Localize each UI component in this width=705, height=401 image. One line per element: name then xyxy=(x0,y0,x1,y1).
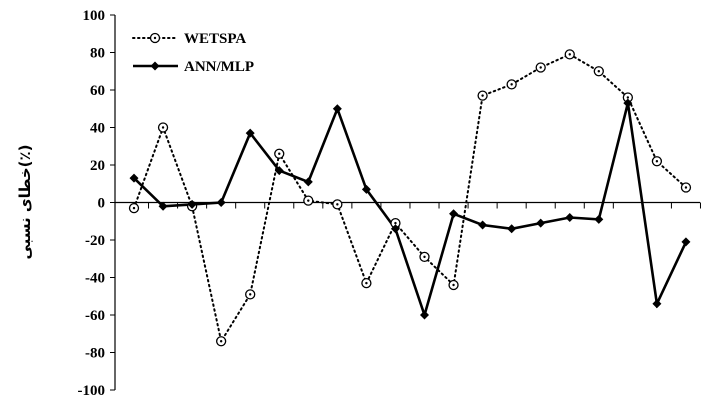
data-point-circle xyxy=(215,336,227,347)
data-point-circle xyxy=(535,62,546,73)
data-point-diamond xyxy=(332,104,342,114)
data-point-circle xyxy=(448,279,459,291)
data-point-diamond xyxy=(390,224,400,234)
marker-dot xyxy=(684,186,688,189)
marker-dot xyxy=(394,221,397,225)
marker-dot xyxy=(132,206,136,210)
marker-dot xyxy=(336,203,339,206)
data-point-diamond xyxy=(536,218,546,228)
data-point-diamond xyxy=(565,213,575,222)
data-point-circle xyxy=(593,66,604,77)
data-point-circle xyxy=(157,122,169,133)
marker-dot xyxy=(452,283,455,287)
y-tick-label: -40 xyxy=(85,271,105,287)
legend: WETSPA ANN/MLP xyxy=(132,31,254,75)
data-point-diamond xyxy=(216,198,226,207)
marker-dot xyxy=(423,255,426,259)
y-tick-label: 20 xyxy=(90,158,105,174)
data-point-diamond xyxy=(420,310,429,320)
data-point-circle xyxy=(274,148,285,159)
series-line-1 xyxy=(133,53,687,344)
data-point-circle xyxy=(332,199,343,210)
data-point-circle xyxy=(128,202,140,214)
legend-label-1: WETSPA xyxy=(184,31,246,47)
data-point-circle xyxy=(506,79,517,90)
y-tick-label: -80 xyxy=(85,346,105,362)
data-point-circle xyxy=(149,32,161,44)
data-point-diamond xyxy=(245,128,255,138)
data-point-diamond xyxy=(594,214,604,224)
data-point-circle xyxy=(477,90,488,101)
data-point-diamond xyxy=(361,184,371,194)
data-point-diamond xyxy=(652,299,662,309)
series-markers xyxy=(128,49,692,347)
data-point-circle xyxy=(245,289,256,300)
y-tick-label: 0 xyxy=(98,196,106,212)
marker-dot xyxy=(510,83,513,86)
data-point-circle xyxy=(361,277,372,289)
data-point-diamond xyxy=(449,209,459,219)
data-point-circle xyxy=(651,156,663,167)
data-point-diamond xyxy=(150,61,160,71)
marker-dot xyxy=(161,126,165,129)
marker-dot xyxy=(626,96,630,99)
marker-dot xyxy=(365,281,368,285)
marker-dot xyxy=(153,36,157,40)
marker-dot xyxy=(597,70,600,73)
data-point-diamond xyxy=(623,98,633,108)
series-lines xyxy=(133,53,688,344)
marker-dot xyxy=(249,293,252,296)
y-tick-label: 40 xyxy=(90,121,105,137)
series-line-2 xyxy=(133,102,688,320)
data-point-diamond xyxy=(129,173,139,183)
data-point-circle xyxy=(419,251,430,263)
y-tick-labels: 100 80 60 40 20 0 -20 -40 -60 -80 -100 xyxy=(78,8,106,399)
data-point-diamond xyxy=(507,224,517,234)
y-tick-label: -60 xyxy=(85,308,105,324)
data-point-circle xyxy=(303,195,314,206)
data-point-circle xyxy=(680,182,692,193)
marker-dot xyxy=(655,160,659,163)
y-tick-label: 100 xyxy=(83,8,106,24)
data-point-diamond xyxy=(478,220,488,230)
data-point-diamond xyxy=(274,166,284,176)
y-tick-label: 80 xyxy=(90,46,105,62)
marker-dot xyxy=(539,66,542,69)
marker-dot xyxy=(278,152,281,155)
legend-label-2: ANN/MLP xyxy=(184,59,254,75)
data-point-diamond xyxy=(187,199,197,209)
y-tick-label: -20 xyxy=(85,233,105,249)
data-point-diamond xyxy=(158,201,168,211)
marker-dot xyxy=(568,53,571,56)
y-tick-label: 60 xyxy=(90,83,105,99)
data-point-diamond xyxy=(681,237,691,247)
marker-dot xyxy=(307,199,310,202)
data-point-circle xyxy=(564,49,575,60)
data-point-diamond xyxy=(303,177,313,187)
marker-dot xyxy=(481,94,484,97)
marker-dot xyxy=(219,340,223,343)
y-axis-label: خطای نسبی(٪) xyxy=(16,144,34,259)
y-tick-label: -100 xyxy=(78,383,106,399)
